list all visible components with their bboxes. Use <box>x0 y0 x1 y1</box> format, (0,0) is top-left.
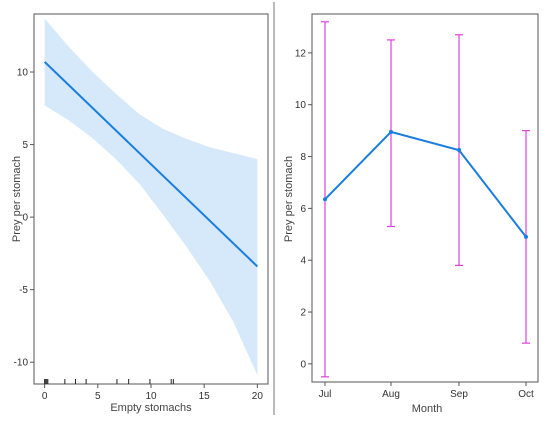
x-tick-label: 5 <box>95 391 101 402</box>
y-tick-label: 8 <box>300 152 306 163</box>
right-x-axis-title: Month <box>412 403 443 415</box>
right-y-axis: 0 2 4 6 8 10 12 <box>295 48 312 370</box>
mean-point <box>457 148 461 153</box>
right-plot-frame <box>311 13 539 383</box>
x-tick-label: Sep <box>450 389 468 400</box>
right-x-axis: Jul Aug Sep Oct <box>319 382 534 400</box>
rug-marks <box>44 379 174 384</box>
y-tick-label: -5 <box>19 285 28 296</box>
right-y-axis-title: Prey per stomach <box>283 156 295 242</box>
left-y-axis-title: Prey per stomach <box>11 156 23 242</box>
mean-line <box>324 130 527 238</box>
y-tick-label: -10 <box>14 358 29 369</box>
x-tick-label: Aug <box>382 389 400 400</box>
x-tick-label: 20 <box>252 391 264 402</box>
y-tick-label: 2 <box>300 308 306 319</box>
y-tick-label: 10 <box>295 100 307 111</box>
x-tick-label: 0 <box>42 391 48 402</box>
y-tick-label: 6 <box>300 204 306 215</box>
y-tick-label: 0 <box>300 359 306 370</box>
mean-point <box>389 129 393 134</box>
x-tick-label: Oct <box>518 389 534 400</box>
left-x-axis-title: Empty stomachs <box>110 402 192 414</box>
left-y-axis: -10 -5 0 5 10 <box>14 68 34 369</box>
y-tick-label: 0 <box>22 213 28 224</box>
confidence-band <box>44 18 258 376</box>
left-chart-panel: 0 5 10 15 20 -10 -5 0 5 10 Empty stomachs Prey p… <box>11 13 269 414</box>
right-chart-panel: Jul Aug Sep Oct 0 2 4 6 8 10 12 Month Prey per st… <box>283 13 539 415</box>
y-tick-label: 10 <box>17 68 29 79</box>
mean-points <box>323 129 528 239</box>
x-tick-label: Jul <box>319 389 332 400</box>
mean-point <box>323 197 327 202</box>
x-tick-label: 15 <box>199 391 211 402</box>
error-bars <box>321 21 530 378</box>
fit-line <box>43 61 259 268</box>
left-x-axis: 0 5 10 15 20 <box>42 384 264 402</box>
mean-point <box>524 234 528 239</box>
y-tick-label: 5 <box>22 140 28 151</box>
y-tick-label: 4 <box>300 256 306 267</box>
y-tick-label: 12 <box>295 48 307 59</box>
x-tick-label: 10 <box>145 391 157 402</box>
